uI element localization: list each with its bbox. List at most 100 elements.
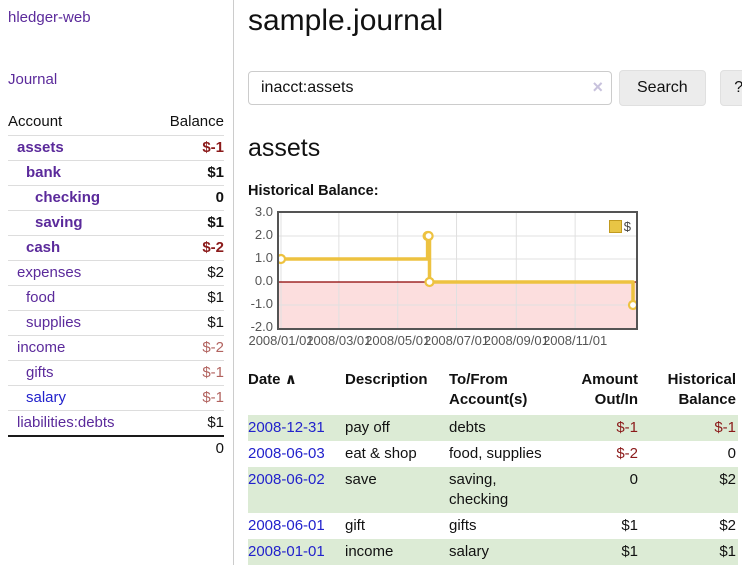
account-balance: $1 [151,311,224,336]
table-row[interactable]: 2008-06-03 eat & shopfood, supplies$-20 [248,441,738,467]
table-row[interactable]: 2008-06-01 giftgifts$1$2 [248,513,738,539]
legend-label: $ [624,219,631,234]
transaction-description: pay off [345,415,449,441]
y-axis-tick-label: -2.0 [244,319,273,334]
table-row[interactable]: 2008-12-31pay offdebts$-1$-1 [248,415,738,441]
account-balance: $1 [151,211,224,236]
account-balance: $-1 [151,361,224,386]
app-brand: hledger-web [8,9,224,27]
account-row: bank $1 [8,161,224,186]
page-title: sample.journal [248,2,742,39]
transaction-date-link[interactable]: 2008-06-02 [248,471,325,488]
sidebar-account-link[interactable]: liabilities:debts [17,414,115,431]
table-row[interactable]: 2008-01-01incomesalary$1$1 [248,539,738,565]
accounts-header-account: Account [8,110,151,136]
main-content: sample.journal × Search ? assets Histori… [234,0,742,565]
sidebar-account-link[interactable]: saving [35,214,83,231]
transaction-accounts: saving, checking [449,467,565,513]
account-balance: $1 [151,286,224,311]
account-row: gifts $-1 [8,361,224,386]
transaction-balance: $1 [646,539,738,565]
transaction-amount: $1 [565,513,646,539]
transaction-description: eat & shop [345,441,449,467]
x-axis-tick-label: 2008/05/01 [365,333,430,348]
register-header-accounts[interactable]: To/From Account(s) [449,370,565,415]
account-row: supplies $1 [8,311,224,336]
transaction-description: income [345,539,449,565]
accounts-total-spacer [8,436,151,461]
sidebar-account-link[interactable]: salary [26,389,66,406]
x-axis-tick-label: 2008/03/01 [306,333,371,348]
app-title-link[interactable]: hledger-web [8,9,91,26]
x-axis-tick-label: 2008/09/01 [484,333,549,348]
accounts-header-balance: Balance [151,110,224,136]
register-header-balance[interactable]: Historical Balance [646,370,738,415]
transaction-date-link[interactable]: 2008-06-03 [248,445,325,462]
transaction-description: save [345,467,449,513]
sidebar-account-link[interactable]: supplies [26,314,81,331]
search-form: × Search ? [248,70,742,106]
chart-title: Historical Balance: [248,183,742,199]
account-row: liabilities:debts $1 [8,411,224,437]
sidebar-account-link[interactable]: gifts [26,364,54,381]
table-row[interactable]: 2008-06-02 savesaving, checking0$2 [248,467,738,513]
transaction-accounts: gifts [449,513,565,539]
register-header-row: Date ∧ Description To/From Account(s) Am… [248,370,738,415]
legend-swatch-icon [609,220,622,233]
chart-plot-area: $ [277,211,638,330]
account-balance: $2 [151,261,224,286]
sidebar-account-link[interactable]: bank [26,164,61,181]
account-row: income$-2 [8,336,224,361]
transaction-accounts: salary [449,539,565,565]
register-header-amount[interactable]: Amount Out/In [565,370,646,415]
accounts-total-row: 0 [8,436,224,461]
sidebar-account-link[interactable]: food [26,289,55,306]
x-axis-tick-label: 2008/07/01 [424,333,489,348]
y-axis-tick-label: 1.0 [244,250,273,265]
journal-nav: Journal [8,71,224,89]
sidebar-account-link[interactable]: cash [26,239,60,256]
y-axis-tick-label: -1.0 [244,296,273,311]
account-balance: $1 [151,161,224,186]
transaction-date-link[interactable]: 2008-12-31 [248,419,325,436]
y-axis-tick-label: 3.0 [244,204,273,219]
search-input-wrap: × [248,71,612,105]
register-header-description[interactable]: Description [345,370,449,415]
account-row: checking 0 [8,186,224,211]
transaction-balance: $2 [646,467,738,513]
transaction-description: gift [345,513,449,539]
sidebar: hledger-web Journal Account Balance asse… [0,0,234,565]
account-balance: 0 [151,186,224,211]
transaction-amount: $-2 [565,441,646,467]
historical-balance-chart: $ 3.02.01.00.0-1.0-2.02008/01/012008/03/… [244,211,742,353]
transaction-date-link[interactable]: 2008-01-01 [248,543,325,560]
transaction-date-link[interactable]: 2008-06-01 [248,517,325,534]
sidebar-item-journal[interactable]: Journal [8,71,57,88]
hledger-web-app: hledger-web Journal Account Balance asse… [0,0,742,565]
clear-search-icon[interactable]: × [592,78,603,96]
account-row: assets $-1 [8,136,224,161]
search-input[interactable] [248,71,612,105]
account-row: salary$-1 [8,386,224,411]
y-axis-tick-label: 2.0 [244,227,273,242]
transaction-balance: $2 [646,513,738,539]
help-button[interactable]: ? [720,70,742,106]
chart-legend: $ [607,218,633,235]
search-button[interactable]: Search [619,70,706,106]
transaction-amount: 0 [565,467,646,513]
register-header-date[interactable]: Date ∧ [248,370,345,415]
transaction-accounts: food, supplies [449,441,565,467]
sidebar-account-link[interactable]: assets [17,139,64,156]
account-balance: $-1 [151,136,224,161]
account-balance: $1 [151,411,224,437]
account-row: food $1 [8,286,224,311]
accounts-table: Account Balance assets $-1 bank $1 checking 0… [8,110,224,461]
sidebar-account-link[interactable]: income [17,339,65,356]
sidebar-account-link[interactable]: expenses [17,264,81,281]
account-row: saving $1 [8,211,224,236]
register-table: Date ∧ Description To/From Account(s) Am… [248,370,738,565]
sidebar-account-link[interactable]: checking [35,189,100,206]
transaction-accounts: debts [449,415,565,441]
account-heading: assets [248,133,742,163]
transaction-balance: 0 [646,441,738,467]
